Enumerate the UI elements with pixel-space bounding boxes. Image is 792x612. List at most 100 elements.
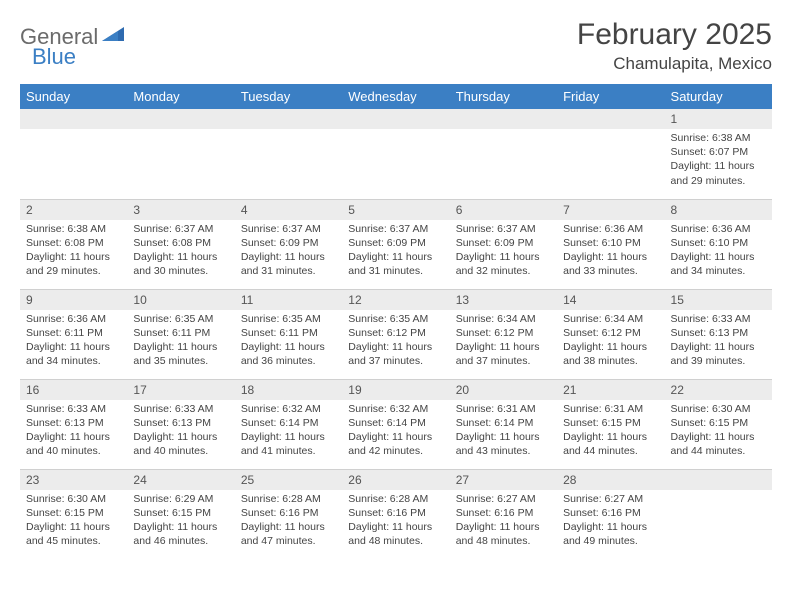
- day-number: 1: [665, 109, 772, 129]
- day-details: Sunrise: 6:30 AMSunset: 6:15 PMDaylight:…: [665, 400, 772, 463]
- calendar-empty-cell: [342, 109, 449, 199]
- calendar-day-cell: 16Sunrise: 6:33 AMSunset: 6:13 PMDayligh…: [20, 379, 127, 469]
- logo-triangle-icon: [102, 25, 124, 46]
- day-number: 23: [20, 470, 127, 490]
- weekday-header: Wednesday: [342, 84, 449, 109]
- day-number: 3: [127, 200, 234, 220]
- calendar-empty-cell: [235, 109, 342, 199]
- calendar-day-cell: 23Sunrise: 6:30 AMSunset: 6:15 PMDayligh…: [20, 469, 127, 559]
- day-details: Sunrise: 6:38 AMSunset: 6:07 PMDaylight:…: [665, 129, 772, 192]
- day-number-empty: [665, 470, 772, 490]
- day-details: Sunrise: 6:31 AMSunset: 6:15 PMDaylight:…: [557, 400, 664, 463]
- calendar-day-cell: 10Sunrise: 6:35 AMSunset: 6:11 PMDayligh…: [127, 289, 234, 379]
- calendar-day-cell: 1Sunrise: 6:38 AMSunset: 6:07 PMDaylight…: [665, 109, 772, 199]
- day-details: Sunrise: 6:35 AMSunset: 6:11 PMDaylight:…: [127, 310, 234, 373]
- day-number: 9: [20, 290, 127, 310]
- calendar-day-cell: 14Sunrise: 6:34 AMSunset: 6:12 PMDayligh…: [557, 289, 664, 379]
- day-details: Sunrise: 6:37 AMSunset: 6:09 PMDaylight:…: [235, 220, 342, 283]
- day-number: 22: [665, 380, 772, 400]
- weekday-header: Sunday: [20, 84, 127, 109]
- day-number: 2: [20, 200, 127, 220]
- day-number: 25: [235, 470, 342, 490]
- day-details: Sunrise: 6:33 AMSunset: 6:13 PMDaylight:…: [127, 400, 234, 463]
- day-number: 16: [20, 380, 127, 400]
- day-details: Sunrise: 6:35 AMSunset: 6:12 PMDaylight:…: [342, 310, 449, 373]
- calendar-day-cell: 21Sunrise: 6:31 AMSunset: 6:15 PMDayligh…: [557, 379, 664, 469]
- calendar-day-cell: 2Sunrise: 6:38 AMSunset: 6:08 PMDaylight…: [20, 199, 127, 289]
- day-number: 19: [342, 380, 449, 400]
- day-number: 5: [342, 200, 449, 220]
- day-details: Sunrise: 6:37 AMSunset: 6:08 PMDaylight:…: [127, 220, 234, 283]
- day-number: 26: [342, 470, 449, 490]
- calendar-day-cell: 15Sunrise: 6:33 AMSunset: 6:13 PMDayligh…: [665, 289, 772, 379]
- day-details: Sunrise: 6:28 AMSunset: 6:16 PMDaylight:…: [235, 490, 342, 553]
- day-details: Sunrise: 6:36 AMSunset: 6:10 PMDaylight:…: [557, 220, 664, 283]
- day-number: 4: [235, 200, 342, 220]
- day-details: Sunrise: 6:37 AMSunset: 6:09 PMDaylight:…: [342, 220, 449, 283]
- day-details: Sunrise: 6:33 AMSunset: 6:13 PMDaylight:…: [20, 400, 127, 463]
- day-number: 20: [450, 380, 557, 400]
- day-details: Sunrise: 6:37 AMSunset: 6:09 PMDaylight:…: [450, 220, 557, 283]
- calendar-empty-cell: [557, 109, 664, 199]
- day-details: Sunrise: 6:32 AMSunset: 6:14 PMDaylight:…: [342, 400, 449, 463]
- calendar-week-row: 2Sunrise: 6:38 AMSunset: 6:08 PMDaylight…: [20, 199, 772, 289]
- day-details: Sunrise: 6:38 AMSunset: 6:08 PMDaylight:…: [20, 220, 127, 283]
- day-number-empty: [20, 109, 127, 129]
- calendar-day-cell: 24Sunrise: 6:29 AMSunset: 6:15 PMDayligh…: [127, 469, 234, 559]
- calendar-day-cell: 5Sunrise: 6:37 AMSunset: 6:09 PMDaylight…: [342, 199, 449, 289]
- calendar-day-cell: 26Sunrise: 6:28 AMSunset: 6:16 PMDayligh…: [342, 469, 449, 559]
- calendar-empty-cell: [665, 469, 772, 559]
- header: General February 2025 Chamulapita, Mexic…: [20, 18, 772, 74]
- day-number: 14: [557, 290, 664, 310]
- day-details: Sunrise: 6:29 AMSunset: 6:15 PMDaylight:…: [127, 490, 234, 553]
- day-number: 17: [127, 380, 234, 400]
- calendar-empty-cell: [20, 109, 127, 199]
- calendar-day-cell: 18Sunrise: 6:32 AMSunset: 6:14 PMDayligh…: [235, 379, 342, 469]
- day-number-empty: [450, 109, 557, 129]
- day-number: 15: [665, 290, 772, 310]
- calendar-day-cell: 17Sunrise: 6:33 AMSunset: 6:13 PMDayligh…: [127, 379, 234, 469]
- title-block: February 2025 Chamulapita, Mexico: [577, 18, 772, 74]
- day-details: Sunrise: 6:30 AMSunset: 6:15 PMDaylight:…: [20, 490, 127, 553]
- calendar-week-row: 1Sunrise: 6:38 AMSunset: 6:07 PMDaylight…: [20, 109, 772, 199]
- logo-word2-wrap: Blue: [32, 44, 76, 70]
- calendar-day-cell: 22Sunrise: 6:30 AMSunset: 6:15 PMDayligh…: [665, 379, 772, 469]
- calendar-day-cell: 13Sunrise: 6:34 AMSunset: 6:12 PMDayligh…: [450, 289, 557, 379]
- weekday-header: Thursday: [450, 84, 557, 109]
- calendar-day-cell: 7Sunrise: 6:36 AMSunset: 6:10 PMDaylight…: [557, 199, 664, 289]
- weekday-header: Saturday: [665, 84, 772, 109]
- day-details: Sunrise: 6:35 AMSunset: 6:11 PMDaylight:…: [235, 310, 342, 373]
- calendar-day-cell: 27Sunrise: 6:27 AMSunset: 6:16 PMDayligh…: [450, 469, 557, 559]
- weekday-header: Monday: [127, 84, 234, 109]
- calendar-week-row: 16Sunrise: 6:33 AMSunset: 6:13 PMDayligh…: [20, 379, 772, 469]
- calendar-day-cell: 28Sunrise: 6:27 AMSunset: 6:16 PMDayligh…: [557, 469, 664, 559]
- day-details: Sunrise: 6:33 AMSunset: 6:13 PMDaylight:…: [665, 310, 772, 373]
- day-number: 6: [450, 200, 557, 220]
- weekday-header: Friday: [557, 84, 664, 109]
- day-details: Sunrise: 6:36 AMSunset: 6:10 PMDaylight:…: [665, 220, 772, 283]
- calendar-day-cell: 8Sunrise: 6:36 AMSunset: 6:10 PMDaylight…: [665, 199, 772, 289]
- day-number-empty: [235, 109, 342, 129]
- day-number: 18: [235, 380, 342, 400]
- day-details: Sunrise: 6:32 AMSunset: 6:14 PMDaylight:…: [235, 400, 342, 463]
- day-details: Sunrise: 6:27 AMSunset: 6:16 PMDaylight:…: [450, 490, 557, 553]
- day-number: 10: [127, 290, 234, 310]
- calendar-header-row: SundayMondayTuesdayWednesdayThursdayFrid…: [20, 84, 772, 109]
- location: Chamulapita, Mexico: [577, 54, 772, 74]
- day-number-empty: [342, 109, 449, 129]
- day-details: Sunrise: 6:36 AMSunset: 6:11 PMDaylight:…: [20, 310, 127, 373]
- calendar-day-cell: 12Sunrise: 6:35 AMSunset: 6:12 PMDayligh…: [342, 289, 449, 379]
- calendar-week-row: 23Sunrise: 6:30 AMSunset: 6:15 PMDayligh…: [20, 469, 772, 559]
- day-number: 28: [557, 470, 664, 490]
- day-details: Sunrise: 6:28 AMSunset: 6:16 PMDaylight:…: [342, 490, 449, 553]
- calendar-empty-cell: [127, 109, 234, 199]
- day-number: 27: [450, 470, 557, 490]
- day-number: 8: [665, 200, 772, 220]
- calendar-day-cell: 9Sunrise: 6:36 AMSunset: 6:11 PMDaylight…: [20, 289, 127, 379]
- day-details: Sunrise: 6:34 AMSunset: 6:12 PMDaylight:…: [557, 310, 664, 373]
- calendar-day-cell: 6Sunrise: 6:37 AMSunset: 6:09 PMDaylight…: [450, 199, 557, 289]
- day-number: 12: [342, 290, 449, 310]
- calendar-day-cell: 4Sunrise: 6:37 AMSunset: 6:09 PMDaylight…: [235, 199, 342, 289]
- calendar-day-cell: 19Sunrise: 6:32 AMSunset: 6:14 PMDayligh…: [342, 379, 449, 469]
- calendar-day-cell: 11Sunrise: 6:35 AMSunset: 6:11 PMDayligh…: [235, 289, 342, 379]
